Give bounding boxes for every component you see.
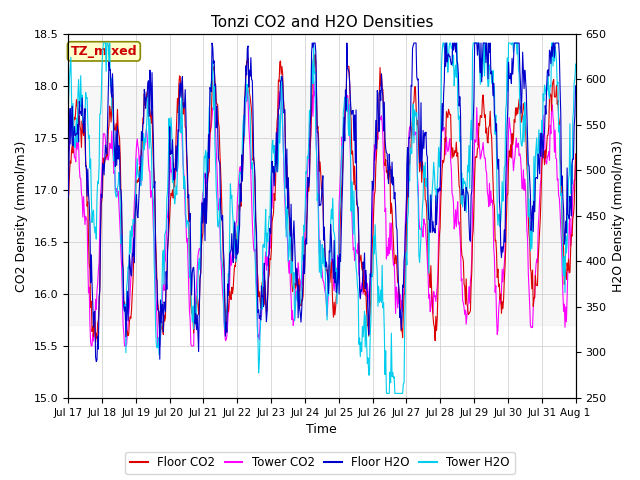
Y-axis label: CO2 Density (mmol/m3): CO2 Density (mmol/m3) xyxy=(15,140,28,292)
Text: TZ_mixed: TZ_mixed xyxy=(70,45,137,58)
Y-axis label: H2O Density (mmol/m3): H2O Density (mmol/m3) xyxy=(612,140,625,292)
Bar xyxy=(68,86,575,325)
Legend: Floor CO2, Tower CO2, Floor H2O, Tower H2O: Floor CO2, Tower CO2, Floor H2O, Tower H… xyxy=(125,452,515,474)
Title: Tonzi CO2 and H2O Densities: Tonzi CO2 and H2O Densities xyxy=(211,15,433,30)
X-axis label: Time: Time xyxy=(307,423,337,436)
